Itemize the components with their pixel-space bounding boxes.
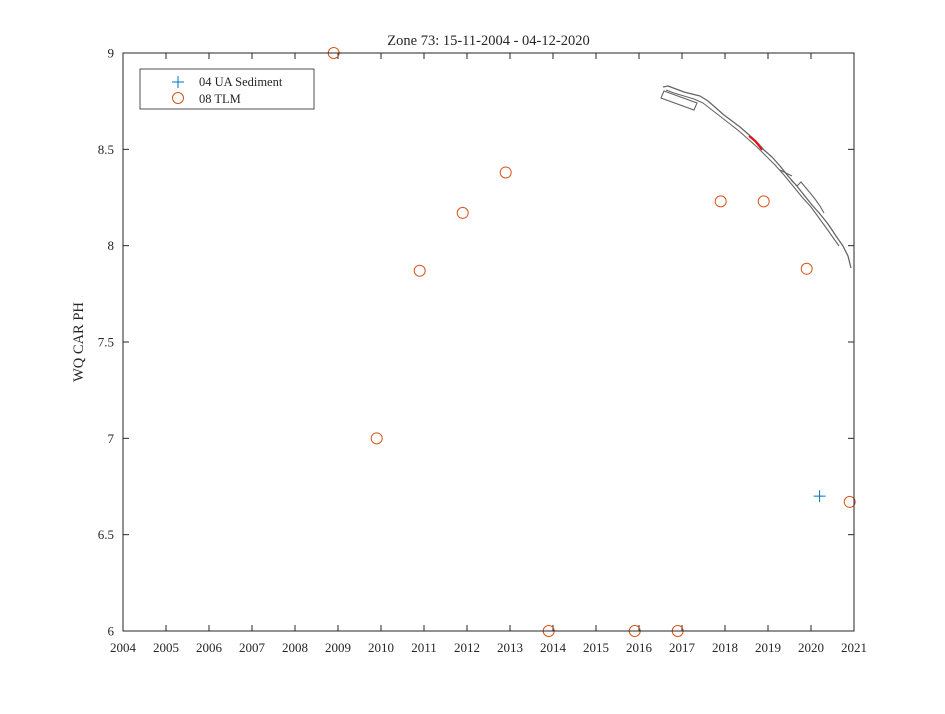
x-tick-label: 2012 <box>454 640 480 655</box>
x-tick-label: 2016 <box>626 640 653 655</box>
data-point-circle <box>800 262 813 275</box>
x-tick-label: 2005 <box>153 640 179 655</box>
data-marks <box>327 47 856 637</box>
x-tick-label: 2007 <box>239 640 266 655</box>
plot-area <box>123 53 854 631</box>
x-tick-label: 2018 <box>712 640 738 655</box>
y-tick-label: 6.5 <box>98 527 114 542</box>
y-axis-label: WQ CAR PH <box>71 302 87 382</box>
x-tick-label: 2015 <box>583 640 609 655</box>
legend-marker-plus <box>172 76 184 88</box>
data-point-circle <box>714 195 727 208</box>
data-point-circle <box>456 206 469 219</box>
legend-label: 04 UA Sediment <box>199 75 283 89</box>
x-tick-label: 2013 <box>497 640 523 655</box>
data-point-circle <box>757 195 770 208</box>
zone-outline-outer <box>662 85 852 269</box>
chart-title: Zone 73: 15-11-2004 - 04-12-2020 <box>387 33 589 49</box>
zone-highlight <box>748 135 763 151</box>
zone-outline-inner <box>665 89 840 247</box>
axis-ticks: 2004 2005 2006 2007 2008 2009 2010 2011 2012 2013… <box>98 46 867 656</box>
x-tick-label: 2006 <box>196 640 223 655</box>
y-tick-label: 6 <box>108 624 115 639</box>
x-tick-label: 2021 <box>841 640 867 655</box>
x-tick-label: 2008 <box>282 640 308 655</box>
zone-outline-block <box>660 90 698 111</box>
data-point-circle <box>499 166 512 179</box>
y-tick-label: 7 <box>108 431 115 446</box>
legend: 04 UA Sediment 08 TLM <box>139 68 315 110</box>
data-point-circle <box>370 432 383 445</box>
x-tick-label: 2011 <box>411 640 437 655</box>
zone-outline-detail <box>790 179 825 214</box>
legend-entry-08-tlm: 08 TLM <box>172 92 241 106</box>
zone-map-inset <box>660 85 852 269</box>
x-tick-label: 2017 <box>669 640 696 655</box>
legend-plus-glyph <box>172 76 184 88</box>
y-tick-label: 8.5 <box>98 142 114 157</box>
y-tick-label: 7.5 <box>98 335 114 350</box>
legend-label: 08 TLM <box>199 92 241 106</box>
x-tick-label: 2009 <box>325 640 351 655</box>
x-tick-label: 2019 <box>755 640 781 655</box>
y-tick-label: 8 <box>108 238 115 253</box>
data-point-circle <box>413 264 426 277</box>
y-tick-label: 9 <box>108 46 115 61</box>
plot-frame <box>122 52 855 632</box>
x-tick-label: 2020 <box>798 640 824 655</box>
zone-outline-detail <box>779 169 793 177</box>
data-point-plus <box>813 490 826 503</box>
x-tick-label: 2010 <box>368 640 394 655</box>
x-tick-label: 2014 <box>540 640 567 655</box>
legend-marker-circle <box>172 92 184 104</box>
data-point-circle <box>843 495 856 508</box>
x-tick-label: 2004 <box>110 640 137 655</box>
legend-box <box>139 68 315 110</box>
legend-entry-04-ua-sediment: 04 UA Sediment <box>172 75 283 89</box>
legend-circle-glyph <box>172 92 184 104</box>
